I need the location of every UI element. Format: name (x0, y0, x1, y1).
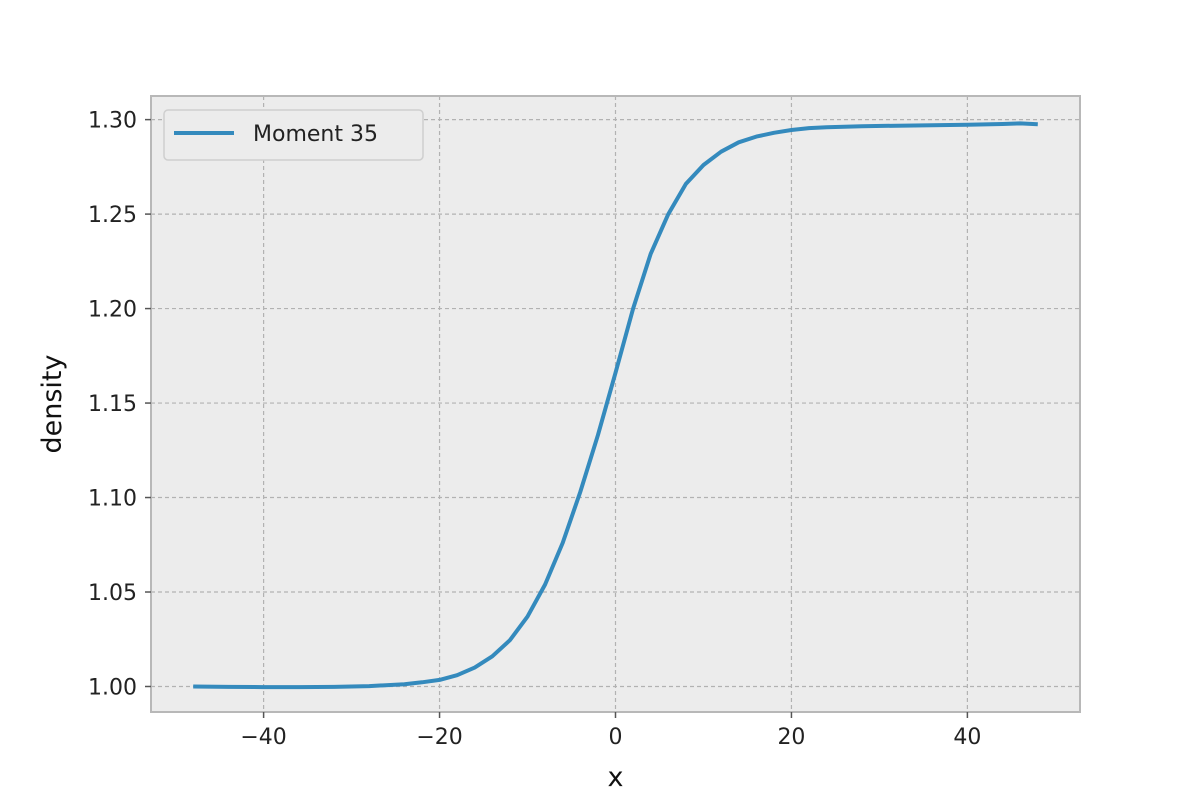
y-tick-label: 1.25 (88, 203, 137, 228)
legend-label: Moment 35 (253, 122, 378, 147)
series-group (193, 121, 1038, 690)
y-axis-label: density (37, 354, 68, 453)
y-axis-ticks: 1.00 1.05 1.10 1.15 1.20 1.25 1.30 (88, 109, 151, 700)
legend: Moment 35 (163, 109, 424, 161)
y-tick-label: 1.20 (88, 298, 137, 323)
y-tick-label: 1.10 (88, 487, 137, 512)
series-line-moment-35 (193, 121, 1038, 690)
x-tick-label: −40 (240, 725, 286, 750)
y-tick-label: 1.15 (88, 392, 137, 417)
y-tick-label: 1.30 (88, 109, 137, 134)
x-tick-label: 40 (953, 725, 981, 750)
x-axis-ticks: −40 −20 0 20 40 (240, 712, 981, 750)
legend-frame (163, 109, 424, 161)
y-tick-label: 1.05 (88, 581, 137, 606)
y-tick-label: 1.00 (88, 675, 137, 700)
x-axis-label: x (608, 762, 624, 793)
x-tick-label: 20 (777, 725, 805, 750)
x-tick-label: 0 (609, 725, 623, 750)
x-tick-label: −20 (416, 725, 462, 750)
